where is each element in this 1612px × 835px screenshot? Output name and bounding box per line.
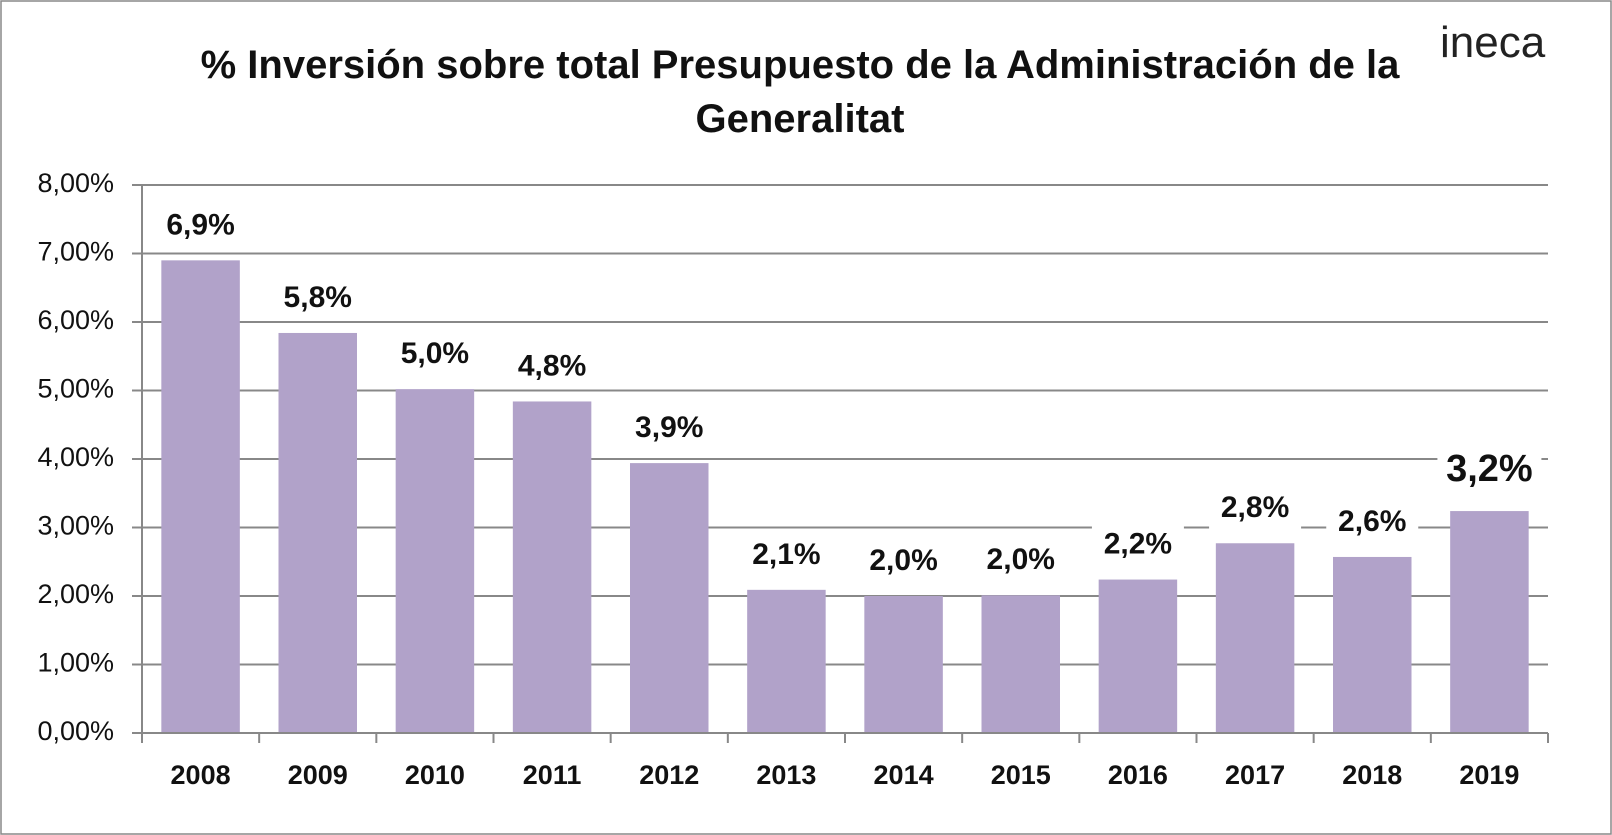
label-background (740, 536, 833, 576)
x-tick-label: 2012 (639, 760, 699, 790)
chart-title: % Inversión sobre total Presupuesto de l… (200, 43, 1400, 141)
x-tick-label: 2009 (288, 760, 348, 790)
logo: ineca (1440, 18, 1546, 67)
y-tick-label: 3,00% (37, 511, 114, 541)
data-label: 6,9% (166, 208, 234, 241)
x-tick-label: 2015 (991, 760, 1051, 790)
label-background (974, 541, 1067, 581)
label-background (154, 206, 247, 246)
bar (512, 401, 592, 733)
x-tick-label: 2014 (874, 760, 934, 790)
data-label: 2,6% (1338, 505, 1406, 538)
data-label: 5,8% (284, 281, 352, 314)
data-label: 2,0% (869, 544, 937, 577)
data-label: 2,8% (1221, 491, 1289, 524)
label-background (1326, 503, 1419, 543)
data-label: 3,9% (635, 411, 703, 444)
data-label: 4,8% (518, 349, 586, 382)
y-tick-label: 1,00% (37, 648, 114, 678)
bar (864, 596, 943, 733)
bar (1215, 543, 1295, 733)
y-tick-label: 0,00% (37, 716, 114, 746)
bar (1450, 511, 1529, 733)
x-tick-label: 2018 (1342, 760, 1402, 790)
bar (1098, 579, 1178, 733)
x-tick-label: 2010 (405, 760, 465, 790)
bar (395, 389, 475, 733)
y-tick-label: 8,00% (37, 168, 114, 198)
data-label: 2,0% (987, 543, 1055, 576)
bar (278, 332, 358, 733)
data-label: 2,2% (1104, 527, 1172, 560)
y-tick-label: 2,00% (37, 579, 114, 609)
bar (161, 260, 240, 733)
label-background (1437, 446, 1542, 496)
bar (747, 589, 826, 733)
x-tick-label: 2019 (1459, 760, 1519, 790)
bar (629, 463, 709, 733)
x-tick-label: 2008 (171, 760, 231, 790)
y-tick-label: 5,00% (37, 374, 114, 404)
x-tick-label: 2017 (1225, 760, 1285, 790)
y-tick-label: 4,00% (37, 442, 114, 472)
data-label: 5,0% (401, 337, 469, 370)
y-tick-label: 7,00% (37, 237, 114, 267)
data-label: 2,1% (752, 538, 820, 571)
bar (981, 595, 1061, 733)
label-background (1091, 526, 1184, 566)
label-background (271, 279, 364, 319)
bar (1332, 556, 1412, 733)
label-background (506, 347, 599, 387)
x-tick-label: 2013 (756, 760, 816, 790)
label-background (1209, 489, 1302, 529)
label-background (388, 335, 481, 375)
label-background (857, 542, 950, 582)
label-background (623, 409, 716, 449)
data-label: 3,2% (1446, 448, 1533, 490)
y-tick-label: 6,00% (37, 305, 114, 335)
x-tick-label: 2011 (523, 760, 582, 790)
x-tick-label: 2016 (1108, 760, 1168, 790)
